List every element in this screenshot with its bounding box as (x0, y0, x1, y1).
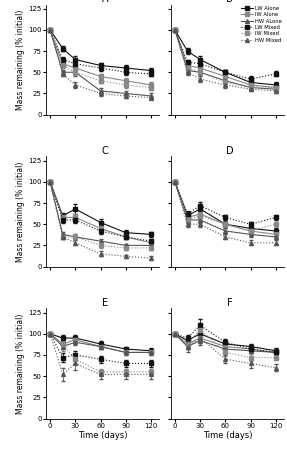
Title: F: F (227, 297, 232, 308)
Title: E: E (102, 297, 108, 308)
Title: B: B (226, 0, 233, 4)
X-axis label: Time (days): Time (days) (78, 432, 127, 441)
Y-axis label: Mass remaining (% initial): Mass remaining (% initial) (16, 161, 26, 262)
Title: D: D (226, 146, 234, 156)
Legend: LW Alone, IW Alone, HW ALone, LW Mixed, IW Mixed, HW Mixed: LW Alone, IW Alone, HW ALone, LW Mixed, … (240, 5, 283, 44)
Title: C: C (102, 146, 108, 156)
Title: A: A (102, 0, 108, 4)
Y-axis label: Mass remaining (% initial): Mass remaining (% initial) (16, 9, 26, 110)
Y-axis label: Mass remaining (% initial): Mass remaining (% initial) (16, 313, 26, 414)
X-axis label: Time (days): Time (days) (203, 432, 252, 441)
